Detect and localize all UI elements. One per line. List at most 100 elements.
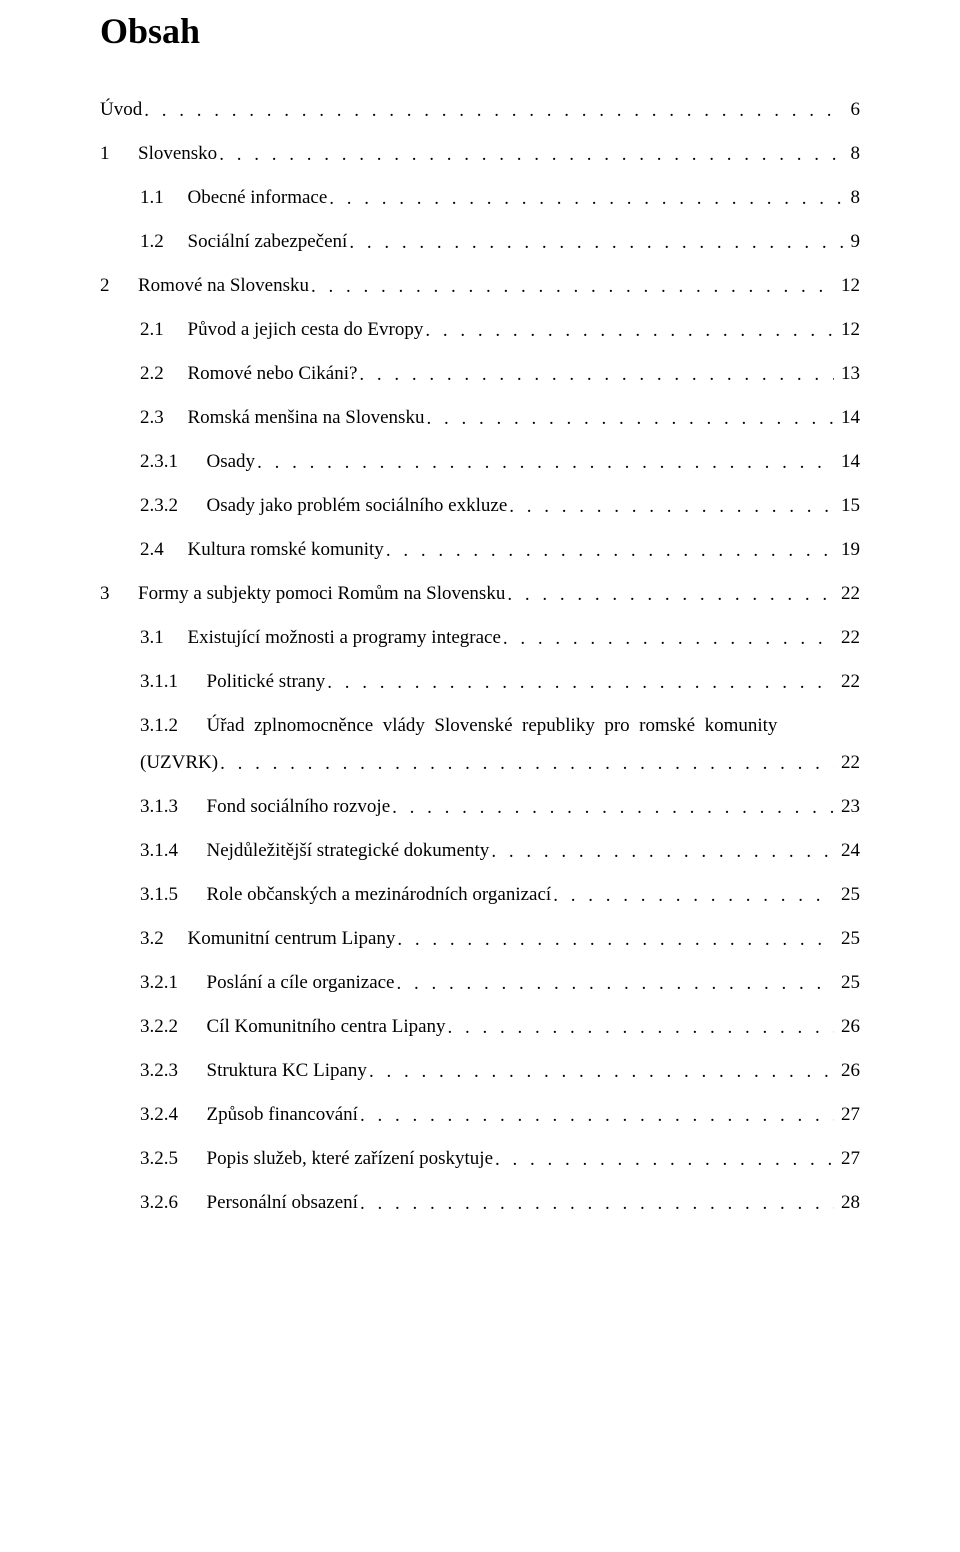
toc-text: Kultura romské komunity <box>164 540 384 559</box>
table-of-contents: Úvod . . . . . . . . . . . . . . . . . . … <box>100 100 860 1212</box>
toc-number: 2 <box>100 276 110 295</box>
toc-number: 3.1.4 <box>100 841 178 860</box>
toc-number: 3.1.1 <box>100 672 178 691</box>
toc-entry: 3.2.3 Struktura KC Lipany. . . . . . . .… <box>100 1061 860 1080</box>
toc-leader: . . . . . . . . . . . . . . . . . . . . … <box>329 189 843 208</box>
toc-text: Způsob financování <box>178 1105 358 1124</box>
toc-text: Úřad zplnomocněnce vlády Slovenské repub… <box>178 716 777 735</box>
toc-number: 3.2.4 <box>100 1105 178 1124</box>
toc-leader: . . . . . . . . . . . . . . . . . . . . … <box>507 585 834 604</box>
toc-text: Romská menšina na Slovensku <box>164 408 425 427</box>
toc-number: 2.4 <box>100 540 164 559</box>
toc-text: Fond sociálního rozvoje <box>178 797 390 816</box>
toc-text: Struktura KC Lipany <box>178 1061 367 1080</box>
toc-number: 2.1 <box>100 320 164 339</box>
toc-leader: . . . . . . . . . . . . . . . . . . . . … <box>425 321 834 340</box>
toc-number: 3 <box>100 584 110 603</box>
toc-page-number: 25 <box>836 973 860 992</box>
toc-number: 3.1.5 <box>100 885 178 904</box>
toc-text: Původ a jejich cesta do Evropy <box>164 320 424 339</box>
toc-text: Sociální zabezpečení <box>164 232 348 251</box>
toc-entry: 3 Formy a subjekty pomoci Romům na Slove… <box>100 584 860 603</box>
toc-text: Role občanských a mezinárodních organiza… <box>178 885 551 904</box>
toc-page-number: 6 <box>846 100 860 119</box>
toc-page-number: 24 <box>836 841 860 860</box>
toc-leader: . . . . . . . . . . . . . . . . . . . . … <box>553 886 834 905</box>
toc-leader: . . . . . . . . . . . . . . . . . . . . … <box>426 409 834 428</box>
toc-page-number: 14 <box>836 452 860 471</box>
toc-leader: . . . . . . . . . . . . . . . . . . . . … <box>219 145 844 164</box>
toc-page-number: 19 <box>836 540 860 559</box>
toc-page-number: 13 <box>836 364 860 383</box>
toc-number: 3.2.1 <box>100 973 178 992</box>
toc-page-number: 27 <box>836 1105 860 1124</box>
toc-number: 3.2.3 <box>100 1061 178 1080</box>
toc-leader: . . . . . . . . . . . . . . . . . . . . … <box>359 365 834 384</box>
toc-number: 2.2 <box>100 364 164 383</box>
toc-text: Nejdůležitější strategické dokumenty <box>178 841 489 860</box>
toc-page-number: 23 <box>836 797 860 816</box>
toc-page-number: 14 <box>836 408 860 427</box>
toc-number: 1.1 <box>100 188 164 207</box>
toc-leader: . . . . . . . . . . . . . . . . . . . . … <box>491 842 834 861</box>
toc-entry: 1.1 Obecné informace. . . . . . . . . . … <box>100 188 860 207</box>
toc-number: 2.3.2 <box>100 496 178 515</box>
toc-page-number: 26 <box>836 1017 860 1036</box>
toc-leader: . . . . . . . . . . . . . . . . . . . . … <box>360 1194 834 1213</box>
toc-entry: 2.2 Romové nebo Cikáni?. . . . . . . . .… <box>100 364 860 383</box>
toc-entry: 3.1.2 Úřad zplnomocněnce vlády Slovenské… <box>100 716 860 735</box>
toc-leader: . . . . . . . . . . . . . . . . . . . . … <box>220 754 834 773</box>
toc-leader: . . . . . . . . . . . . . . . . . . . . … <box>360 1106 834 1125</box>
toc-page-number: 22 <box>836 628 860 647</box>
toc-number: 3.1 <box>100 628 164 647</box>
toc-page-number: 9 <box>846 232 860 251</box>
toc-entry: 3.1.4 Nejdůležitější strategické dokumen… <box>100 841 860 860</box>
toc-page-number: 27 <box>836 1149 860 1168</box>
toc-entry-wrap: (UZVRK). . . . . . . . . . . . . . . . .… <box>100 753 860 772</box>
toc-number: 1 <box>100 144 110 163</box>
toc-text: Politické strany <box>178 672 325 691</box>
toc-page-number: 12 <box>836 320 860 339</box>
toc-number: 1.2 <box>100 232 164 251</box>
toc-text: Osady jako problém sociálního exkluze <box>178 496 507 515</box>
toc-page-number: 22 <box>836 753 860 772</box>
toc-leader: . . . . . . . . . . . . . . . . . . . . … <box>397 974 835 993</box>
document-page: Obsah Úvod. . . . . . . . . . . . . . . … <box>0 0 960 1552</box>
toc-page-number: 8 <box>846 188 860 207</box>
toc-text: Cíl Komunitního centra Lipany <box>178 1017 446 1036</box>
toc-number: Úvod <box>100 100 142 119</box>
toc-text: Romové na Slovensku <box>110 276 310 295</box>
toc-text: Formy a subjekty pomoci Romům na Slovens… <box>110 584 506 603</box>
toc-leader: . . . . . . . . . . . . . . . . . . . . … <box>448 1018 835 1037</box>
toc-number: 3.2.5 <box>100 1149 178 1168</box>
toc-entry: 3.2.2 Cíl Komunitního centra Lipany. . .… <box>100 1017 860 1036</box>
toc-page-number: 25 <box>836 929 860 948</box>
toc-entry: 3.2.4 Způsob financování. . . . . . . . … <box>100 1105 860 1124</box>
toc-leader: . . . . . . . . . . . . . . . . . . . . … <box>327 673 834 692</box>
toc-entry: 3.2 Komunitní centrum Lipany. . . . . . … <box>100 929 860 948</box>
toc-leader: . . . . . . . . . . . . . . . . . . . . … <box>369 1062 834 1081</box>
toc-entry: 2.4 Kultura romské komunity. . . . . . .… <box>100 540 860 559</box>
toc-entry: 3.2.6 Personální obsazení. . . . . . . .… <box>100 1193 860 1212</box>
toc-page-number: 12 <box>836 276 860 295</box>
toc-entry: 3.2.5 Popis služeb, které zařízení posky… <box>100 1149 860 1168</box>
toc-text: Personální obsazení <box>178 1193 358 1212</box>
toc-entry: 2.3.1 Osady. . . . . . . . . . . . . . .… <box>100 452 860 471</box>
toc-leader: . . . . . . . . . . . . . . . . . . . . … <box>503 629 834 648</box>
toc-number: 3.2.2 <box>100 1017 178 1036</box>
toc-text: Romové nebo Cikáni? <box>164 364 358 383</box>
toc-page-number: 8 <box>846 144 860 163</box>
toc-number: 3.2.6 <box>100 1193 178 1212</box>
toc-page-number: 28 <box>836 1193 860 1212</box>
toc-entry: 3.1.1 Politické strany. . . . . . . . . … <box>100 672 860 691</box>
toc-number: 2.3 <box>100 408 164 427</box>
toc-text: Osady <box>178 452 255 471</box>
toc-entry: 1 Slovensko. . . . . . . . . . . . . . .… <box>100 144 860 163</box>
toc-entry: 2.3 Romská menšina na Slovensku. . . . .… <box>100 408 860 427</box>
toc-page-number: 22 <box>836 584 860 603</box>
toc-text: Poslání a cíle organizace <box>178 973 395 992</box>
toc-text: Slovensko <box>110 144 218 163</box>
toc-number: 3.1.3 <box>100 797 178 816</box>
toc-text: Popis služeb, které zařízení poskytuje <box>178 1149 493 1168</box>
toc-number: 2.3.1 <box>100 452 178 471</box>
